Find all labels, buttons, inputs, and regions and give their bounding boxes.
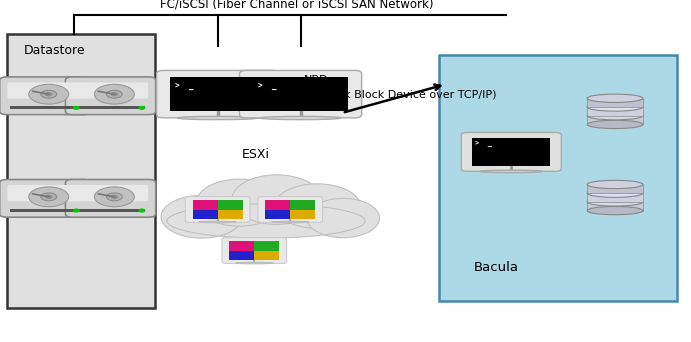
- Circle shape: [46, 93, 52, 96]
- Bar: [218, 210, 243, 219]
- Ellipse shape: [587, 180, 643, 188]
- FancyBboxPatch shape: [0, 77, 90, 115]
- Bar: [193, 200, 218, 210]
- Ellipse shape: [587, 111, 643, 120]
- Ellipse shape: [161, 195, 243, 238]
- Text: Datastore: Datastore: [24, 44, 86, 57]
- Ellipse shape: [480, 170, 542, 173]
- Bar: [170, 77, 265, 111]
- Ellipse shape: [177, 116, 258, 120]
- Ellipse shape: [167, 204, 365, 238]
- Circle shape: [139, 107, 144, 109]
- Bar: [76, 106, 145, 109]
- Circle shape: [73, 209, 79, 212]
- Ellipse shape: [587, 189, 643, 197]
- Text: FC/iSCSI (Fiber Channel or iSCSI SAN Network): FC/iSCSI (Fiber Channel or iSCSI SAN Net…: [160, 0, 433, 10]
- Circle shape: [29, 187, 68, 207]
- FancyBboxPatch shape: [66, 180, 155, 217]
- Text: NBD
(Nework Block Device over TCP/IP): NBD (Nework Block Device over TCP/IP): [304, 75, 497, 99]
- Circle shape: [139, 209, 144, 212]
- Circle shape: [41, 193, 57, 201]
- Ellipse shape: [260, 116, 341, 120]
- Circle shape: [95, 84, 134, 104]
- FancyBboxPatch shape: [462, 132, 561, 171]
- Text: Bacula: Bacula: [473, 261, 518, 274]
- Text: ESXi: ESXi: [242, 148, 269, 161]
- Text: >  _: > _: [176, 81, 193, 90]
- Ellipse shape: [307, 198, 379, 238]
- Bar: [7, 34, 155, 308]
- FancyBboxPatch shape: [8, 82, 82, 99]
- Ellipse shape: [231, 175, 322, 224]
- Bar: [254, 241, 279, 251]
- FancyBboxPatch shape: [8, 185, 82, 201]
- Ellipse shape: [587, 198, 643, 206]
- Circle shape: [106, 193, 122, 201]
- Bar: [587, 107, 643, 116]
- Bar: [587, 193, 643, 202]
- Ellipse shape: [236, 262, 273, 264]
- FancyBboxPatch shape: [240, 70, 361, 118]
- Bar: [290, 210, 315, 219]
- Circle shape: [29, 84, 68, 104]
- Bar: [253, 77, 348, 111]
- Ellipse shape: [274, 184, 360, 228]
- Bar: [587, 202, 643, 211]
- Ellipse shape: [272, 221, 309, 223]
- Bar: [229, 251, 254, 260]
- FancyBboxPatch shape: [185, 197, 250, 222]
- Ellipse shape: [196, 179, 282, 226]
- FancyBboxPatch shape: [73, 185, 148, 201]
- Ellipse shape: [587, 120, 643, 129]
- Bar: [218, 200, 243, 210]
- FancyBboxPatch shape: [66, 77, 155, 115]
- Circle shape: [41, 90, 57, 98]
- FancyBboxPatch shape: [73, 82, 148, 99]
- Bar: [10, 106, 79, 109]
- Bar: [265, 210, 290, 219]
- FancyBboxPatch shape: [157, 70, 278, 118]
- Bar: [10, 209, 79, 212]
- Text: >  _: > _: [475, 141, 493, 146]
- Circle shape: [111, 93, 117, 96]
- Bar: [587, 98, 643, 107]
- Ellipse shape: [199, 221, 236, 223]
- Circle shape: [73, 107, 79, 109]
- Circle shape: [106, 90, 122, 98]
- Circle shape: [111, 195, 117, 198]
- Bar: [76, 209, 145, 212]
- FancyBboxPatch shape: [0, 180, 90, 217]
- Bar: [193, 210, 218, 219]
- Bar: [472, 138, 551, 166]
- Bar: [439, 55, 677, 301]
- FancyBboxPatch shape: [258, 197, 323, 222]
- Bar: [587, 184, 643, 193]
- Circle shape: [46, 195, 52, 198]
- Bar: [229, 241, 254, 251]
- Circle shape: [95, 187, 134, 207]
- Ellipse shape: [587, 103, 643, 111]
- Ellipse shape: [587, 207, 643, 215]
- Bar: [265, 200, 290, 210]
- Bar: [254, 251, 279, 260]
- Bar: [290, 200, 315, 210]
- FancyBboxPatch shape: [222, 238, 287, 263]
- Ellipse shape: [587, 94, 643, 102]
- Text: >  _: > _: [258, 81, 276, 90]
- Bar: [587, 116, 643, 124]
